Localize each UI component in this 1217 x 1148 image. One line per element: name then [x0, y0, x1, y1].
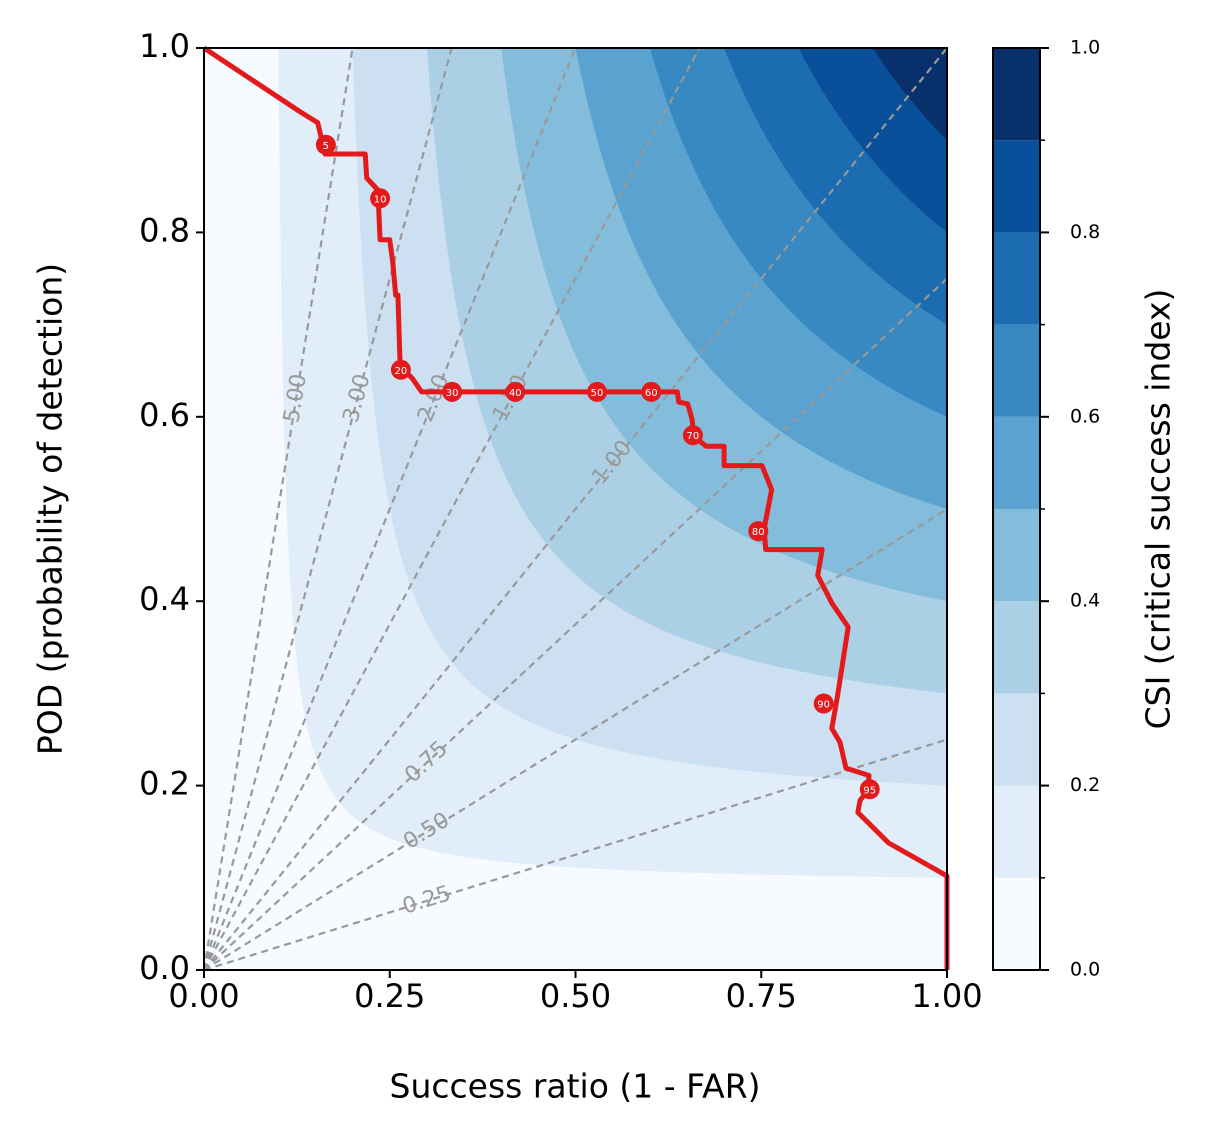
y-tick-label: 0.2	[139, 765, 190, 803]
threshold-marker	[505, 381, 526, 402]
y-tick-label: 0.8	[139, 211, 190, 249]
colorbar-tick-label: 0.6	[1070, 405, 1100, 427]
x-tick-label: 0.25	[354, 977, 425, 1015]
bias-line	[202, 47, 453, 971]
y-axis-label: POD (probability of detection)	[31, 263, 70, 755]
threshold-marker	[682, 425, 703, 446]
threshold-label: 30	[446, 388, 459, 399]
colorbar-label: CSI (critical success index)	[1139, 289, 1178, 730]
colorbar-band	[993, 324, 1040, 417]
colorbar-band	[993, 232, 1040, 325]
threshold-marker	[442, 381, 463, 402]
threshold-label: 90	[817, 700, 830, 711]
threshold-label: 20	[395, 366, 408, 377]
colorbar-band	[993, 877, 1040, 970]
y-tick-label: 1.0	[139, 27, 190, 65]
threshold-label: 95	[863, 785, 876, 796]
y-tick-label: 0.6	[139, 396, 190, 434]
colorbar-band	[993, 509, 1040, 602]
threshold-marker	[315, 134, 336, 155]
colorbar-band	[993, 140, 1040, 233]
colorbar-band	[993, 785, 1040, 878]
threshold-marker	[859, 779, 880, 800]
performance-curve	[202, 45, 950, 970]
threshold-marker	[587, 381, 608, 402]
colorbar-tick-label: 0.2	[1070, 774, 1100, 796]
threshold-label: 70	[687, 431, 700, 442]
threshold-label: 5	[323, 141, 329, 152]
colorbar-band	[993, 48, 1040, 141]
colorbar-tick-label: 0.8	[1070, 221, 1100, 243]
threshold-label: 40	[509, 388, 522, 399]
threshold-marker	[390, 359, 411, 380]
threshold-label: 60	[645, 388, 658, 399]
threshold-marker	[641, 381, 662, 402]
bias-line	[203, 738, 948, 972]
threshold-label: 80	[752, 527, 765, 538]
x-tick-label: 0.00	[168, 977, 239, 1015]
colorbar-band	[993, 693, 1040, 786]
bias-line	[203, 47, 948, 971]
x-axis-label: Success ratio (1 - FAR)	[390, 1067, 761, 1106]
threshold-label: 50	[591, 388, 604, 399]
colorbar-band	[993, 601, 1040, 694]
x-tick-label: 1.00	[911, 977, 982, 1015]
colorbar-tick-label: 1.0	[1070, 37, 1100, 59]
y-tick-label: 0.4	[139, 580, 190, 618]
bias-line	[203, 508, 948, 971]
threshold-marker	[748, 521, 769, 542]
y-tick-label: 0.0	[139, 949, 190, 987]
colorbar-tick-label: 0.4	[1070, 590, 1100, 612]
bias-line	[203, 47, 701, 971]
bias-line	[202, 47, 577, 971]
x-tick-label: 0.50	[540, 977, 611, 1015]
x-tick-label: 0.75	[726, 977, 797, 1015]
bias-line	[203, 277, 948, 971]
threshold-marker	[813, 693, 834, 714]
threshold-label: 10	[374, 194, 387, 205]
colorbar-frame	[992, 47, 1041, 971]
colorbar-tick-label: 0.0	[1070, 959, 1100, 981]
colorbar-band	[993, 416, 1040, 509]
threshold-marker	[370, 188, 391, 209]
